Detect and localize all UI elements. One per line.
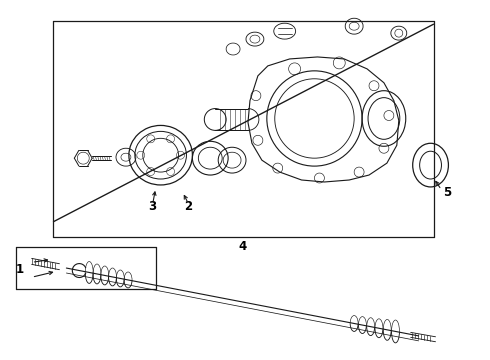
Text: 2: 2: [184, 200, 193, 213]
Text: 1: 1: [16, 263, 24, 276]
Text: 3: 3: [148, 200, 157, 213]
Text: 5: 5: [443, 186, 452, 199]
Text: 4: 4: [239, 240, 247, 253]
